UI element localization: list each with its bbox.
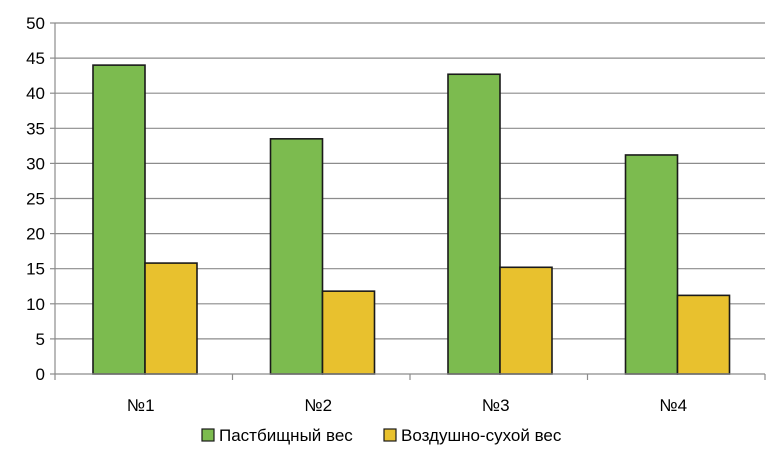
legend-item: Пастбищный вес	[201, 426, 353, 445]
x-tick-label: №4	[659, 396, 687, 415]
legend-label: Пастбищный вес	[219, 426, 353, 445]
bar-pasture-1	[92, 64, 146, 375]
legend-label: Воздушно-сухой вес	[401, 426, 562, 445]
bar-air-dry-4	[676, 294, 731, 375]
bar-pasture-4	[624, 154, 679, 375]
y-tick-label: 20	[26, 225, 45, 244]
y-tick-label: 40	[26, 84, 45, 103]
bar-air-dry-3	[499, 266, 553, 375]
y-tick-label: 5	[36, 330, 45, 349]
x-tick-label: №1	[127, 396, 155, 415]
y-tick-label: 15	[26, 260, 45, 279]
legend-swatch	[383, 428, 397, 442]
y-tick-label: 50	[26, 14, 45, 33]
bar-air-dry-1	[144, 262, 198, 375]
y-tick-label: 10	[26, 295, 45, 314]
y-tick-label: 30	[26, 154, 45, 173]
legend: Пастбищный вес Воздушно-сухой вес	[201, 426, 562, 445]
bars	[92, 64, 731, 375]
x-axis-ticks: №1 №2 №3 №4	[54, 374, 766, 415]
bar-air-dry-2	[321, 290, 376, 375]
x-tick-label: №2	[304, 396, 332, 415]
y-axis-ticks: 0 5 10 15 20 25 30 35 40 45 50	[26, 14, 55, 384]
y-tick-label: 25	[26, 190, 45, 209]
x-tick-label: №3	[482, 396, 510, 415]
legend-item: Воздушно-сухой вес	[383, 426, 562, 445]
legend-swatch	[201, 428, 215, 442]
y-tick-label: 35	[26, 119, 45, 138]
bar-pasture-3	[447, 73, 501, 375]
y-tick-label: 45	[26, 49, 45, 68]
bar-pasture-2	[269, 138, 324, 375]
y-tick-label: 0	[36, 365, 45, 384]
